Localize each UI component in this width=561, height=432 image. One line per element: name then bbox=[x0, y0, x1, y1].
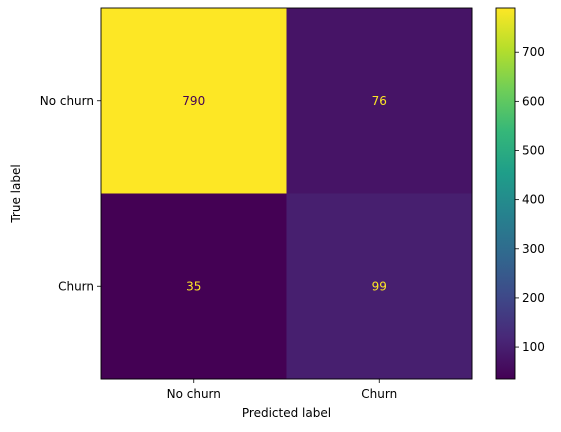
cell-value-label: 790 bbox=[182, 94, 205, 108]
colorbar-tick-label: 200 bbox=[522, 291, 545, 305]
y-tick-label: No churn bbox=[40, 94, 94, 108]
plot-area: 790 76 35 99 bbox=[101, 8, 473, 380]
colorbar-tick-label: 300 bbox=[522, 242, 545, 256]
heatmap-cell bbox=[101, 8, 287, 194]
colorbar-tick-label: 500 bbox=[522, 144, 545, 158]
cell-value-label: 76 bbox=[372, 94, 387, 108]
y-axis-title: True label bbox=[9, 164, 23, 223]
colorbar-tick-label: 400 bbox=[522, 193, 545, 207]
cell-value-label: 99 bbox=[372, 279, 387, 293]
plot-frame bbox=[100, 7, 473, 380]
cell-value-label: 35 bbox=[186, 279, 201, 293]
colorbar-tick-label: 100 bbox=[522, 340, 545, 354]
x-axis-title: Predicted label bbox=[242, 406, 331, 420]
heatmap-cell bbox=[286, 8, 473, 194]
y-tick-label: Churn bbox=[58, 279, 94, 293]
colorbar-tick-label: 700 bbox=[522, 45, 545, 59]
colorbar-gradient bbox=[496, 8, 515, 379]
x-tick-label: No churn bbox=[167, 387, 221, 401]
colorbar: 100 200 300 400 500 600 700 bbox=[495, 7, 545, 380]
colorbar-frame bbox=[495, 7, 516, 380]
heatmap-cell bbox=[286, 193, 473, 380]
x-tick-label: Churn bbox=[361, 387, 397, 401]
y-axis: No churn Churn bbox=[40, 94, 101, 293]
colorbar-tick-label: 600 bbox=[522, 94, 545, 108]
x-axis: No churn Churn bbox=[167, 379, 397, 401]
heatmap-cell bbox=[101, 193, 287, 380]
